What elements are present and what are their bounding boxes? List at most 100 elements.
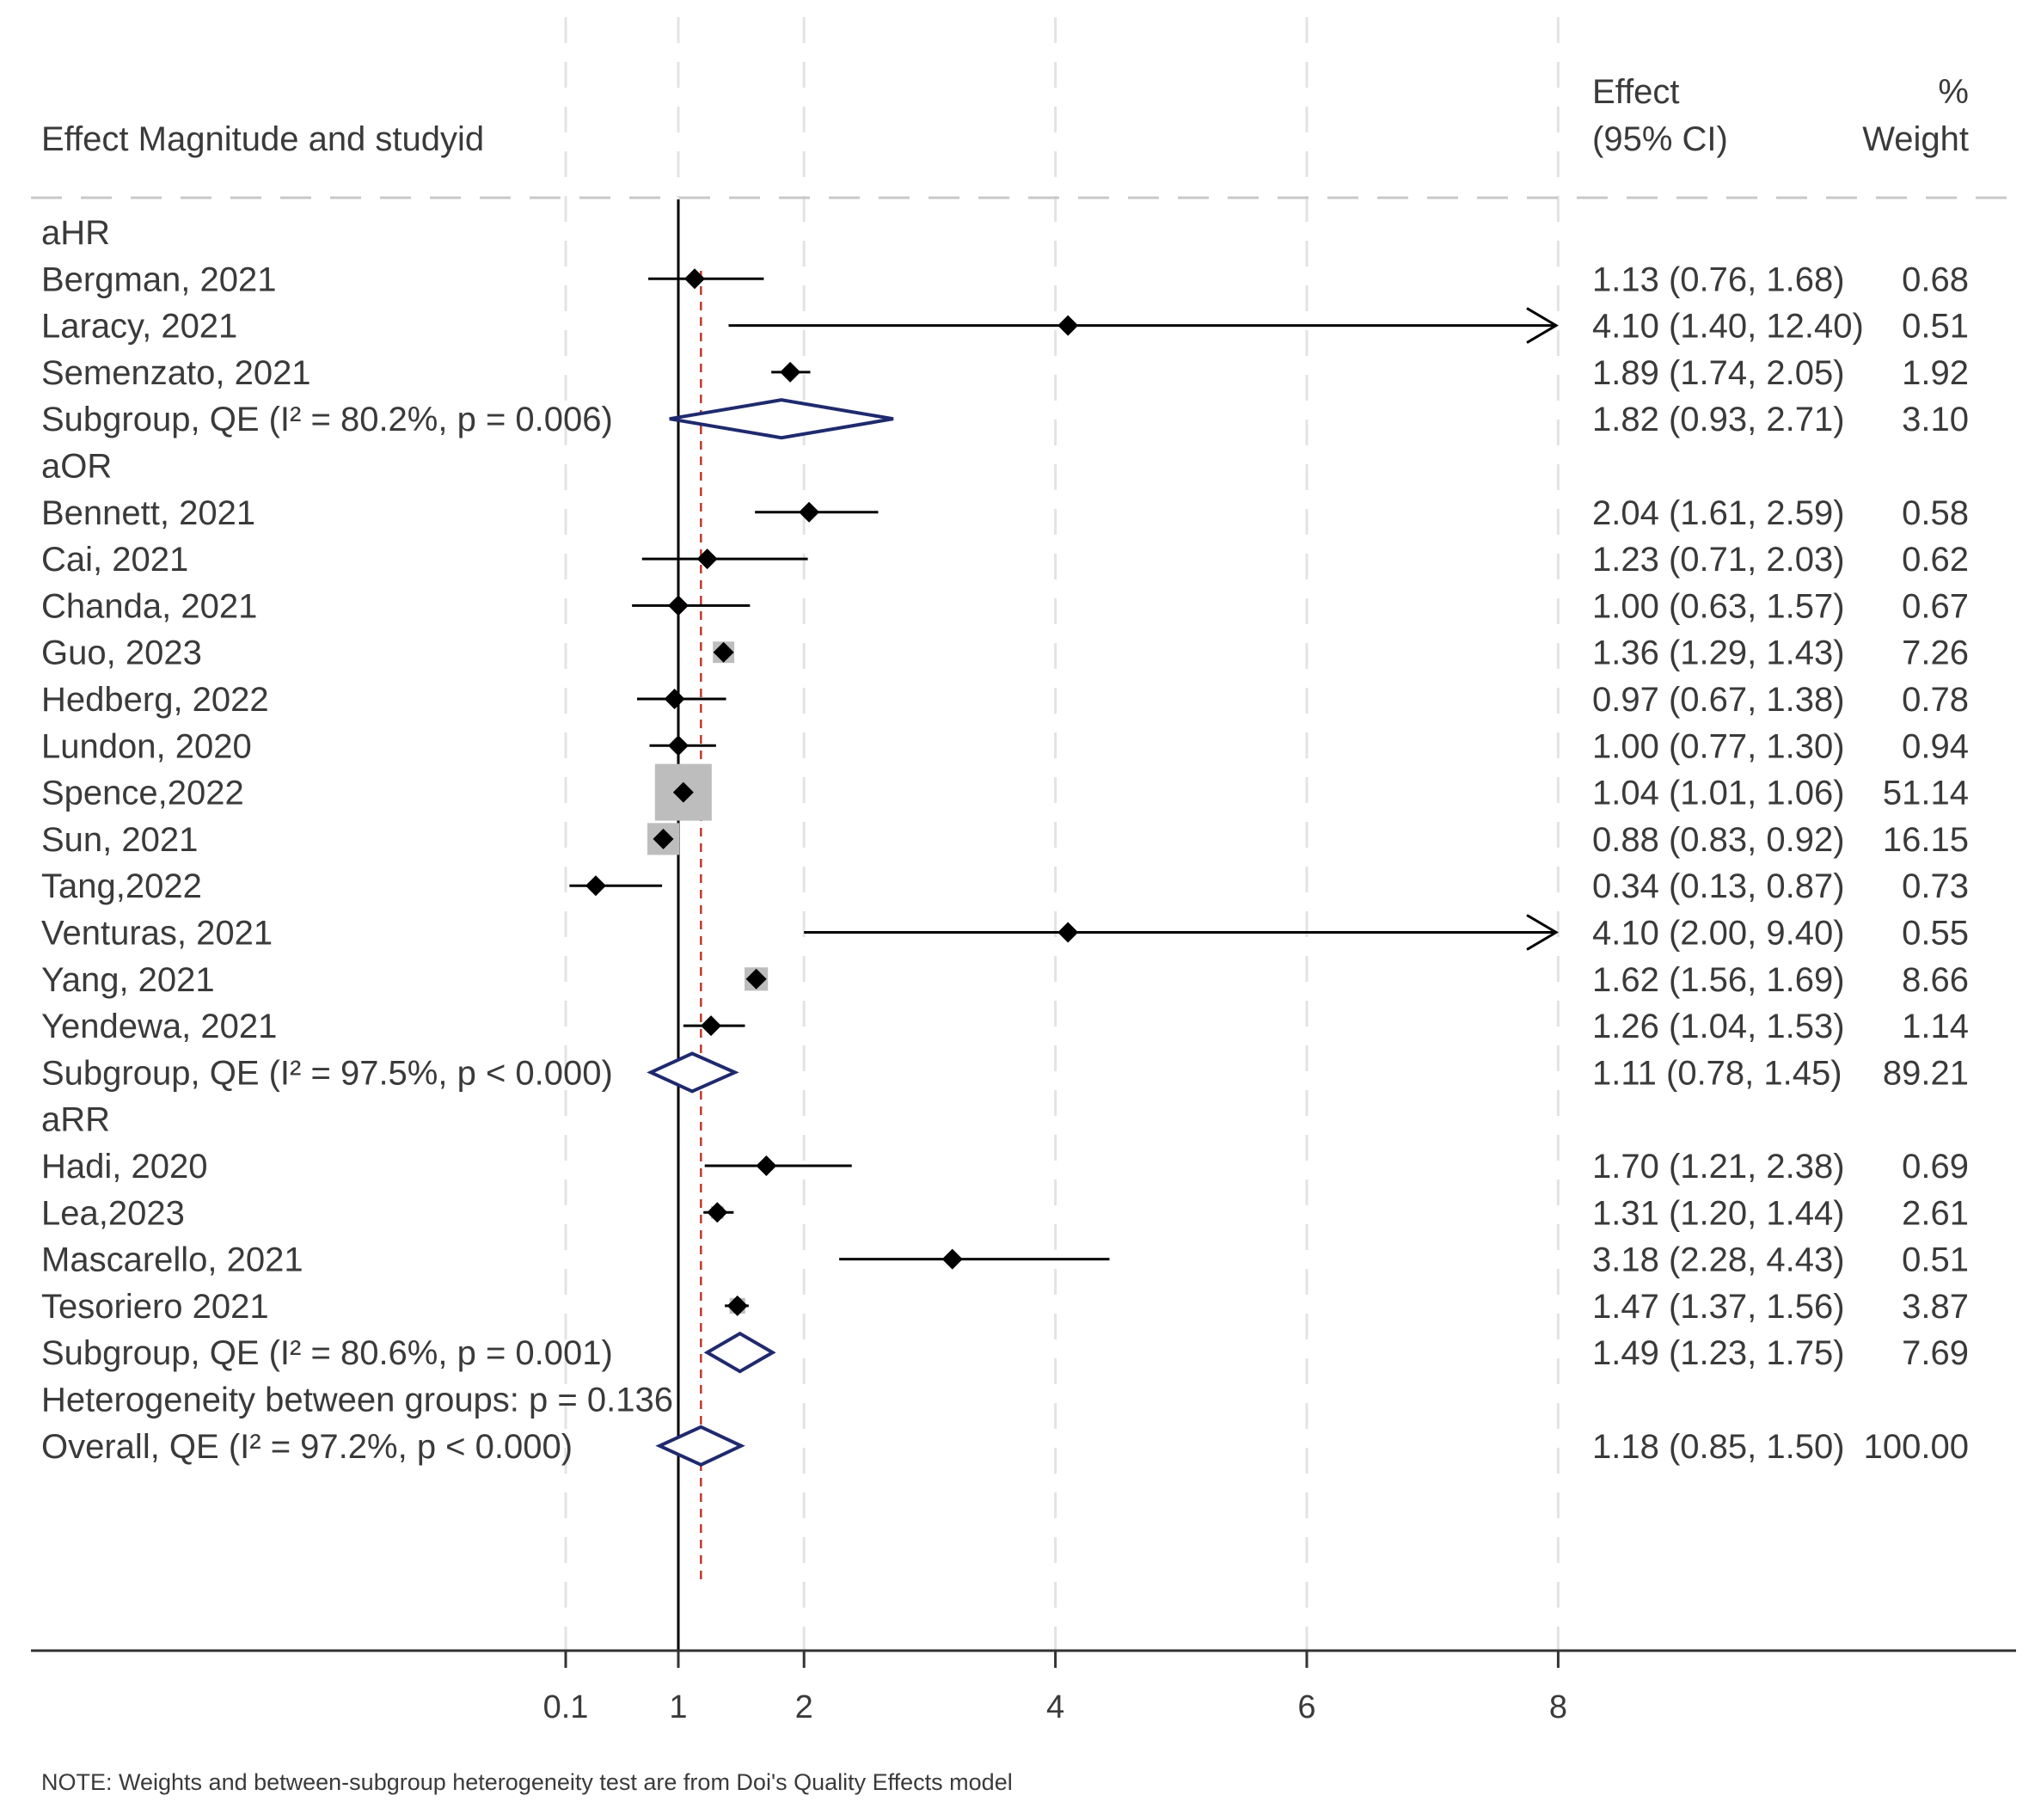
weight-value: 0.67 (1902, 587, 1969, 625)
forest-rows: aHR Bergman, 2021 1.13 (0.76, 1.68) 0.68 Lar… (41, 214, 1969, 1468)
study-label: Guo, 2023 (41, 634, 202, 672)
weight-value: 8.66 (1902, 961, 1969, 999)
row-group: aHR (41, 214, 110, 252)
subgroup-label: Subgroup, QE (I² = 80.2%, p = 0.006) (41, 401, 613, 438)
ci-arrow (1526, 914, 1559, 951)
effect-ci-value: 0.88 (0.83, 0.92) (1592, 821, 1845, 859)
weight-value: 1.92 (1902, 354, 1969, 392)
effect-ci-value: 1.23 (0.71, 2.03) (1592, 541, 1845, 579)
effect-ci-value: 1.47 (1.37, 1.56) (1592, 1288, 1845, 1326)
x-tick-label: 1 (669, 1689, 687, 1725)
weight-value: 3.10 (1902, 401, 1969, 438)
row-group: aOR (41, 448, 112, 486)
row-overall: Overall, QE (I² = 97.2%, p < 0.000) 1.18 … (41, 1425, 1969, 1468)
row-study: Tang,2022 0.34 (0.13, 0.87) 0.73 (41, 867, 1969, 905)
point-estimate (713, 641, 734, 663)
effect-header-line1: Effect (1592, 73, 1680, 111)
row-study: Tesoriero 2021 1.47 (1.37, 1.56) 3.87 (41, 1288, 1969, 1326)
study-label: Sun, 2021 (41, 821, 198, 859)
row-study: Sun, 2021 0.88 (0.83, 0.92) 16.15 (41, 821, 1969, 859)
point-estimate (780, 361, 801, 383)
study-label: Bennett, 2021 (41, 494, 255, 532)
point-estimate (664, 689, 685, 709)
effect-ci-value: 1.62 (1.56, 1.69) (1592, 961, 1845, 999)
effect-ci-value: 1.18 (0.85, 1.50) (1592, 1428, 1845, 1466)
study-label: Hadi, 2020 (41, 1148, 207, 1186)
x-tick-label: 0.1 (543, 1689, 589, 1725)
point-estimate (585, 875, 606, 897)
point-estimate (745, 968, 767, 990)
row-study: Mascarello, 2021 3.18 (2.28, 4.43) 0.51 (41, 1241, 1969, 1279)
point-estimate (701, 1015, 722, 1037)
point-estimate (726, 1295, 748, 1316)
point-estimate (1057, 315, 1079, 336)
group-label: aHR (41, 214, 110, 252)
group-label: aRR (41, 1101, 110, 1139)
effect-ci-value: 0.34 (0.13, 0.87) (1592, 867, 1845, 905)
row-study: Hadi, 2020 1.70 (1.21, 2.38) 0.69 (41, 1148, 1969, 1186)
point-estimate (707, 1202, 728, 1223)
row-subgroup: Subgroup, QE (I² = 80.6%, p = 0.001) 1.49… (41, 1331, 1969, 1374)
effect-ci-value: 1.04 (1.01, 1.06) (1592, 775, 1845, 812)
point-estimate (696, 548, 718, 570)
ci-arrow (1526, 307, 1559, 344)
effect-ci-value: 2.04 (1.61, 2.59) (1592, 494, 1845, 532)
point-estimate (684, 268, 706, 290)
weight-header-line1: % (1938, 73, 1969, 111)
point-estimate (668, 735, 689, 757)
subgroup-label: Subgroup, QE (I² = 97.5%, p < 0.000) (41, 1054, 613, 1092)
row-study: Bennett, 2021 2.04 (1.61, 2.59) 0.58 (41, 494, 1969, 532)
effect-ci-value: 1.13 (0.76, 1.68) (1592, 260, 1845, 298)
subgroup-diamond (647, 1051, 739, 1094)
effect-ci-value: 1.31 (1.20, 1.44) (1592, 1194, 1845, 1232)
x-axis: 0.1 1 2 4 6 8 (31, 1649, 2016, 1725)
row-group: aRR (41, 1101, 110, 1139)
x-tick-label: 2 (795, 1689, 813, 1725)
study-label: Cai, 2021 (41, 541, 188, 579)
point-estimate (941, 1248, 963, 1270)
weight-value: 0.55 (1902, 915, 1969, 953)
weight-value: 100.00 (1864, 1428, 1969, 1466)
weight-value: 0.69 (1902, 1148, 1969, 1186)
effect-ci-value: 1.70 (1.21, 2.38) (1592, 1148, 1845, 1186)
weight-value: 0.78 (1902, 681, 1969, 719)
weight-value: 89.21 (1883, 1054, 1969, 1092)
row-study: Hedberg, 2022 0.97 (0.67, 1.38) 0.78 (41, 681, 1969, 719)
study-label: Hedberg, 2022 (41, 681, 269, 719)
point-estimate (672, 781, 694, 803)
row-study: Semenzato, 2021 1.89 (1.74, 2.05) 1.92 (41, 354, 1969, 392)
x-tick-label: 8 (1549, 1689, 1567, 1725)
column-headers: Effect Magnitude and studyid Effect (95%… (41, 73, 1969, 158)
row-study: Spence,2022 1.04 (1.01, 1.06) 51.14 (41, 763, 1969, 821)
point-estimate (799, 501, 820, 523)
point-estimate (653, 828, 674, 849)
weight-value: 0.68 (1902, 260, 1969, 298)
label-column-header: Effect Magnitude and studyid (41, 120, 484, 158)
effect-ci-value: 1.89 (1.74, 2.05) (1592, 354, 1845, 392)
weight-value: 0.51 (1902, 308, 1969, 346)
weight-value: 51.14 (1883, 775, 1969, 812)
row-study: Guo, 2023 1.36 (1.29, 1.43) 7.26 (41, 634, 1969, 672)
effect-ci-value: 1.36 (1.29, 1.43) (1592, 634, 1845, 672)
effect-ci-value: 3.18 (2.28, 4.43) (1592, 1241, 1845, 1279)
point-estimate (668, 595, 689, 616)
study-label: Yang, 2021 (41, 961, 215, 999)
effect-ci-value: 1.11 (0.78, 1.45) (1592, 1054, 1842, 1092)
overall-diamond (655, 1425, 745, 1468)
effect-ci-value: 1.26 (1.04, 1.53) (1592, 1008, 1845, 1045)
study-label: Spence,2022 (41, 775, 244, 812)
subgroup-diamond (703, 1331, 776, 1374)
footnote: NOTE: Weights and between-subgroup heter… (41, 1769, 1013, 1795)
weight-value: 0.51 (1902, 1241, 1969, 1279)
row-study: Lea,2023 1.31 (1.20, 1.44) 2.61 (41, 1194, 1969, 1232)
study-label: Mascarello, 2021 (41, 1241, 303, 1279)
row-study: Lundon, 2020 1.00 (0.77, 1.30) 0.94 (41, 727, 1969, 765)
weight-value: 7.69 (1902, 1334, 1969, 1372)
weight-value: 1.14 (1902, 1008, 1969, 1045)
text-label: Heterogeneity between groups: p = 0.136 (41, 1382, 673, 1419)
grid-lines (564, 17, 1560, 1651)
group-label: aOR (41, 448, 112, 486)
weight-value: 0.58 (1902, 494, 1969, 532)
study-label: Semenzato, 2021 (41, 354, 311, 392)
